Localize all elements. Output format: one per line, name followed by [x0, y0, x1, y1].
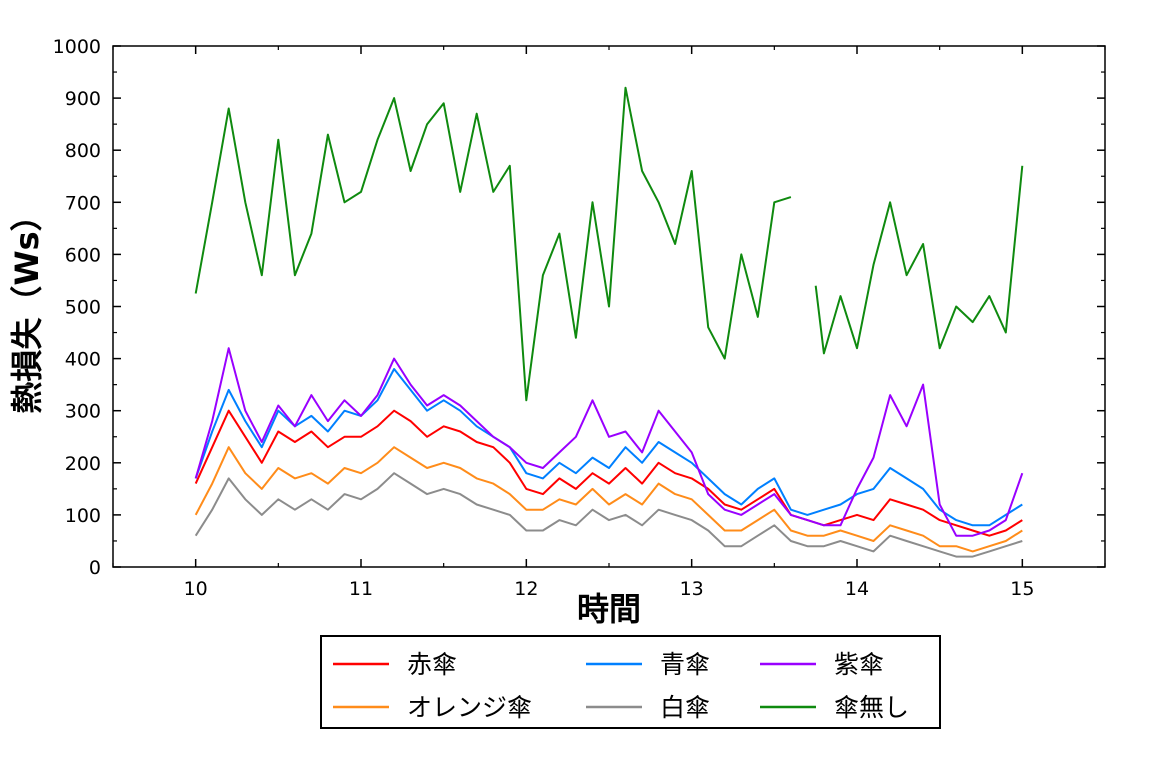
legend-label: 赤傘 [407, 650, 457, 679]
legend-entry: 紫傘 [760, 650, 884, 679]
y-axis-title: 熱損失（Ws） [8, 199, 46, 413]
series-line-4 [194, 446, 1023, 553]
series-layer [194, 86, 1024, 558]
y-tick-label: 600 [65, 244, 101, 266]
y-tick-label: 700 [65, 192, 101, 214]
series-line-2 [194, 368, 1023, 527]
legend-entry: 青傘 [586, 650, 710, 679]
x-tick-label: 15 [1010, 578, 1034, 600]
legend-entry: 傘無し [760, 693, 909, 722]
x-axis-title: 時間 [577, 590, 641, 628]
legend-box [320, 635, 941, 729]
series-line-6 [194, 86, 1024, 402]
y-tick-label: 500 [65, 297, 101, 319]
x-tick-label: 10 [184, 578, 208, 600]
series-line-1 [194, 409, 1023, 537]
legend-entry: 白傘 [586, 693, 710, 722]
legend-label: オレンジ傘 [407, 693, 532, 722]
legend-entry: 赤傘 [333, 650, 457, 679]
legend-label: 白傘 [660, 693, 710, 722]
legend-label: 紫傘 [834, 650, 884, 679]
y-tick-label: 900 [65, 88, 101, 110]
x-tick-label: 12 [514, 578, 538, 600]
series-line-5 [194, 472, 1023, 558]
x-tick-label: 13 [680, 578, 704, 600]
series-line-3 [194, 347, 1024, 537]
y-tick-label: 0 [89, 557, 101, 579]
y-tick-label: 200 [65, 453, 101, 475]
x-tick-label: 14 [845, 578, 869, 600]
y-tick-label: 400 [65, 349, 101, 371]
y-tick-label: 100 [65, 505, 101, 527]
legend-entry: オレンジ傘 [333, 693, 532, 722]
legend-label: 青傘 [660, 650, 710, 679]
x-tick-label: 11 [349, 578, 373, 600]
y-tick-label: 800 [65, 140, 101, 162]
legend-label: 傘無し [834, 693, 909, 722]
y-tick-label: 1000 [53, 36, 101, 58]
y-tick-label: 300 [65, 401, 101, 423]
ticks-layer: 0 100 200 300 400 500 600 700 800 900 1000 10 11 12 13… [53, 36, 1106, 600]
